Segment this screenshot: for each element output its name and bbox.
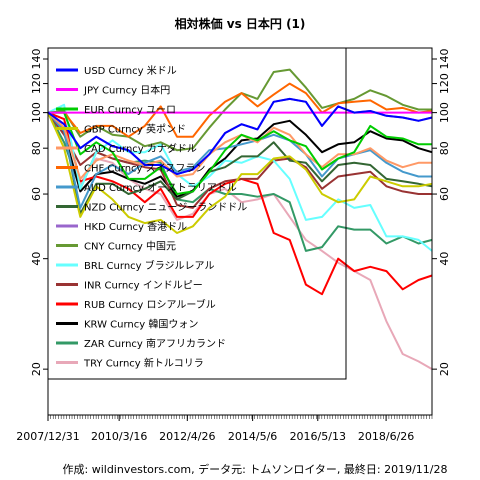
legend-label-14: KRW Curncy 韓国ウォン: [84, 319, 198, 331]
y-tick-label-left: 140: [30, 48, 43, 69]
y-tick-label-left: 80: [30, 141, 43, 155]
y-tick-label-right: 120: [438, 73, 451, 94]
y-tick-label-left: 20: [30, 362, 43, 376]
x-tick-label: 2018/6/26: [358, 430, 414, 443]
legend-label-8: NZD Curncy ニュージーランドドル: [84, 202, 247, 214]
legend-label-11: BRL Curncy ブラジルレアル: [84, 259, 214, 272]
y-tick-label-left: 60: [30, 187, 43, 201]
legend-label-10: CNY Curncy 中国元: [84, 240, 176, 253]
series-line-6: [48, 82, 433, 138]
legend-label-6: CHF Curncy スイスフラン: [84, 163, 205, 175]
series-line-3: [48, 111, 432, 195]
legend-label-16: TRY Curncy 新トルコリラ: [83, 357, 204, 370]
legend-label-1: USD Curncy 米ドル: [84, 64, 177, 77]
series-line-4: [47, 112, 433, 234]
y-tick-label-right: 140: [438, 48, 451, 69]
x-tick-label: 2016/5/13: [290, 430, 346, 443]
legend-label-5: CAD Curncy カナダドル: [84, 142, 197, 155]
y-tick-label-right: 100: [438, 102, 451, 123]
y-tick-label-left: 40: [30, 252, 43, 266]
series-line-16: [47, 112, 433, 370]
y-tick-label-right: 20: [438, 362, 451, 376]
y-tick-label-left: 100: [30, 102, 43, 123]
y-tick-label-right: 40: [438, 252, 451, 266]
y-tick-label-left: 120: [30, 73, 43, 94]
legend-label-9: HKD Curncy 香港ドル: [84, 221, 187, 233]
x-tick-label: 2012/4/26: [159, 430, 215, 443]
legend-label-13: RUB Curncy ロシアルーブル: [84, 298, 216, 311]
series-line-8: [47, 111, 433, 215]
x-tick-label: 2010/3/16: [91, 430, 147, 443]
legend-label-12: INR Curncy インドルピー: [84, 280, 203, 292]
plot-area: [47, 68, 433, 370]
x-tick-label: 2014/5/6: [228, 430, 277, 443]
axes: 20 20 40 40 60 60 80 80 100 100 120 120 140 140 2007/1…: [16, 47, 451, 443]
series-line-14: [47, 111, 433, 198]
y-tick-label-right: 60: [438, 187, 451, 201]
legend-label-3: EUR Curncy ユーロ: [84, 105, 176, 116]
y-tick-label-right: 80: [438, 141, 451, 155]
footer-note: 作成: wildinvestors.com, データ元: トムソンロイター, 最…: [63, 462, 448, 476]
series-line-7: [47, 111, 432, 209]
series-line-12: [47, 112, 432, 209]
legend-box: [47, 47, 347, 380]
legend-label-4: GBP Curncy 英ポンド: [84, 123, 186, 136]
chart-title: 相対株価 vs 日本円 (1): [175, 16, 306, 31]
legend-label-15: ZAR Curncy 南アフリカランド: [84, 337, 226, 350]
series-line-1: [47, 97, 433, 176]
legend-label-7: AUD Curncy オーストラリアドル: [84, 182, 237, 194]
legend-label-2: JPY Curncy 日本円: [83, 84, 170, 97]
series-line-11: [47, 103, 433, 252]
x-tick-label: 2007/12/31: [16, 430, 79, 443]
legend: USD Curncy 米ドル JPY Curncy 日本円 EUR Curncy ユ…: [47, 47, 347, 380]
